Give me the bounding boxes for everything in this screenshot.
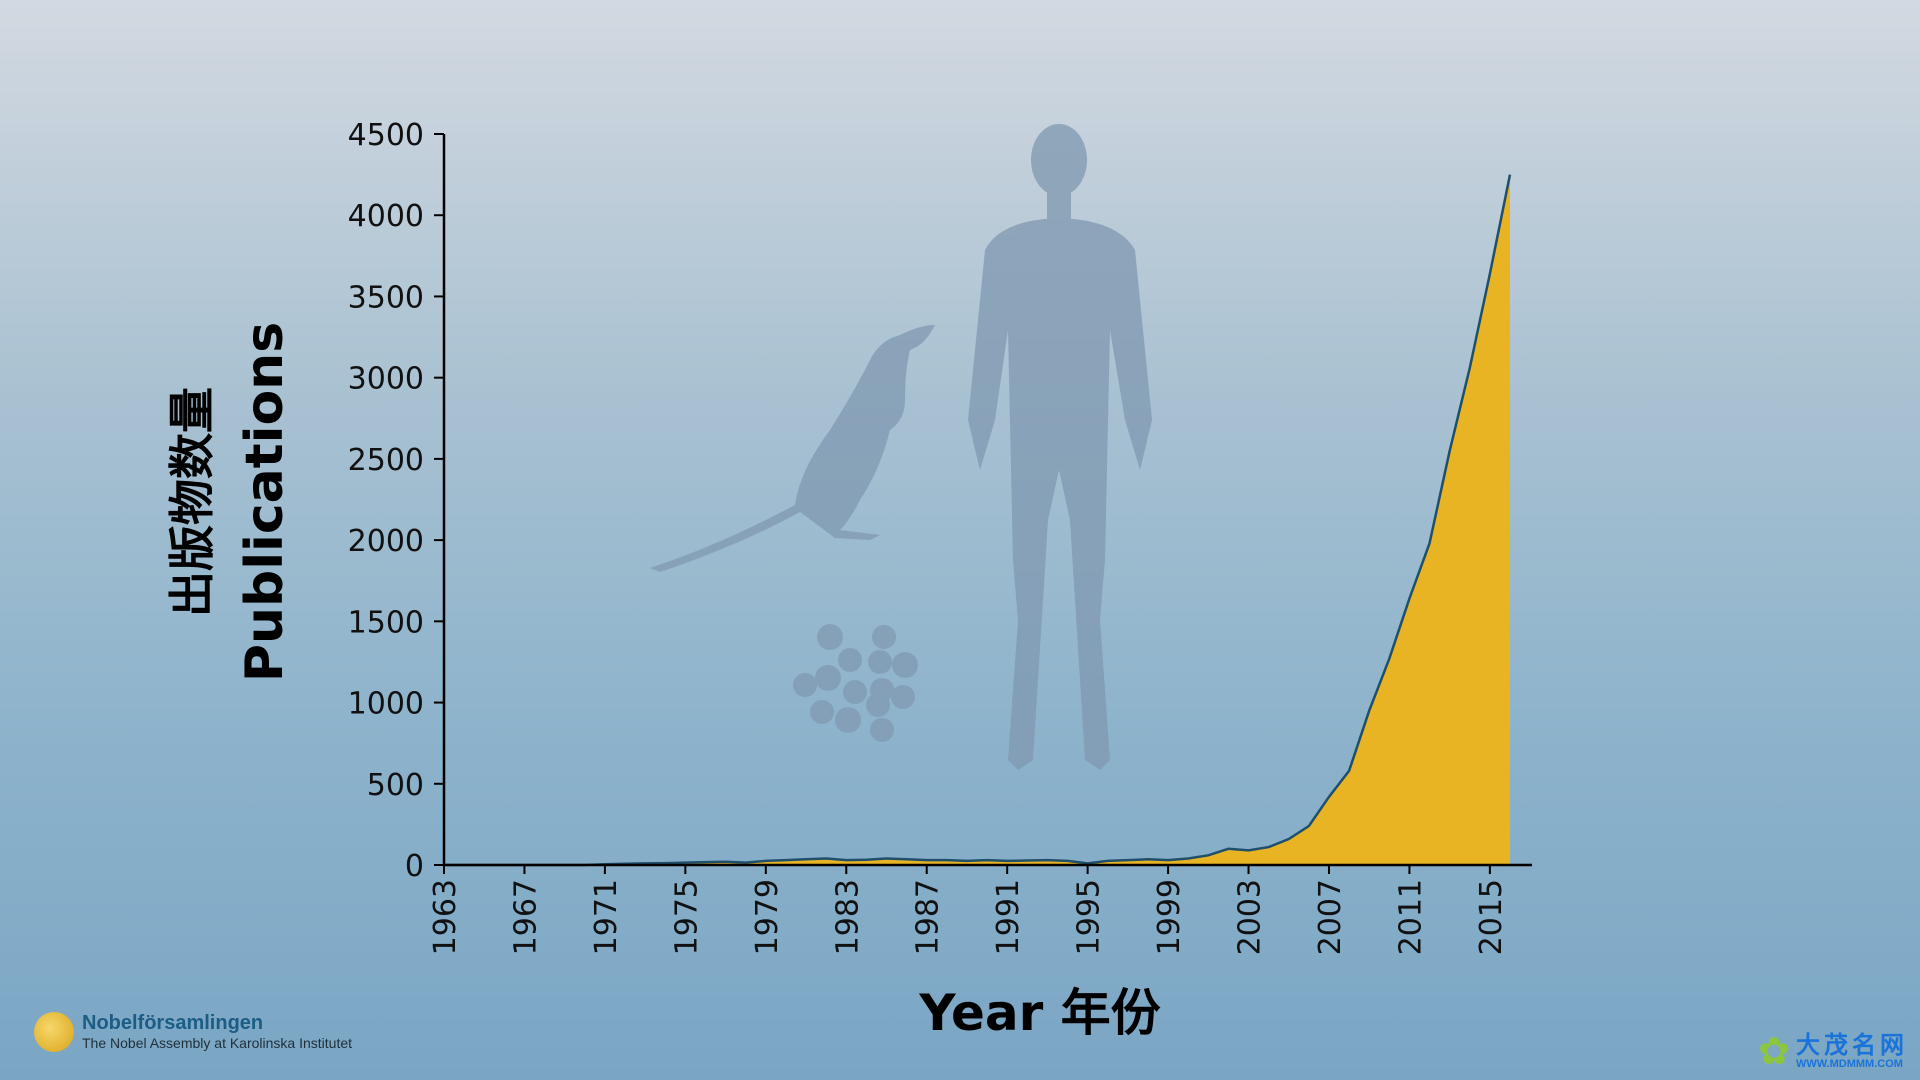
x-tick-label: 1991 — [991, 879, 1026, 955]
nobel-medal-icon — [34, 1012, 74, 1052]
rat-silhouette-icon — [650, 325, 935, 572]
y-tick-label: 3000 — [348, 362, 424, 397]
y-tick-label: 1000 — [348, 687, 424, 722]
x-tick-label: 1999 — [1152, 879, 1187, 955]
y-ticks: 0 500 1000 1500 2000 2500 3000 3500 4000 4500 — [348, 118, 444, 884]
x-tick-label: 1979 — [750, 879, 785, 955]
publications-area — [444, 174, 1510, 866]
watermark-logo: ✿ 大茂名网 WWW.MDMMM.COM — [1758, 1032, 1908, 1070]
x-tick-label: 1971 — [589, 879, 624, 955]
x-tick-label: 1967 — [508, 879, 543, 955]
y-tick-label: 4500 — [348, 118, 424, 153]
x-tick-label: 2011 — [1393, 879, 1428, 955]
publications-line — [444, 174, 1512, 867]
x-axis-title: Year 年份 — [918, 984, 1160, 1042]
y-tick-label: 1500 — [348, 605, 424, 640]
cells-cluster-icon — [793, 624, 918, 742]
human-silhouette-icon — [968, 124, 1152, 770]
x-tick-label: 2003 — [1233, 879, 1268, 955]
nobel-assembly-logo: Nobelförsamlingen The Nobel Assembly at … — [34, 1012, 352, 1052]
y-axis-title-cn: 出版物数量 — [165, 387, 219, 617]
y-tick-label: 2000 — [348, 524, 424, 559]
y-axis-title-en: Publications — [235, 322, 295, 682]
y-tick-label: 500 — [367, 768, 424, 803]
y-tick-label: 4000 — [348, 199, 424, 234]
plot-area — [444, 174, 1512, 867]
clover-icon: ✿ — [1758, 1029, 1790, 1073]
nobel-assembly-title: Nobelförsamlingen — [82, 1012, 264, 1034]
x-tick-label: 1975 — [669, 879, 704, 955]
x-tick-label: 1963 — [428, 879, 463, 955]
nobel-assembly-subtitle: The Nobel Assembly at Karolinska Institu… — [82, 1035, 353, 1051]
y-tick-label: 0 — [405, 849, 424, 884]
x-tick-label: 1983 — [830, 879, 865, 955]
x-tick-label: 2015 — [1474, 879, 1509, 955]
watermark-text: 大茂名网 — [1796, 1031, 1908, 1059]
y-tick-label: 2500 — [348, 443, 424, 478]
x-ticks: 1963 1967 1971 1975 1979 1983 1987 1991 1995 1999… — [428, 865, 1509, 955]
watermark-url: WWW.MDMMM.COM — [1796, 1058, 1903, 1070]
x-tick-label: 1995 — [1072, 879, 1107, 955]
x-tick-label: 2007 — [1313, 879, 1348, 955]
y-tick-label: 3500 — [348, 280, 424, 315]
axes: 0 500 1000 1500 2000 2500 3000 3500 4000 4500 196… — [348, 118, 1532, 955]
x-tick-label: 1987 — [911, 879, 946, 955]
